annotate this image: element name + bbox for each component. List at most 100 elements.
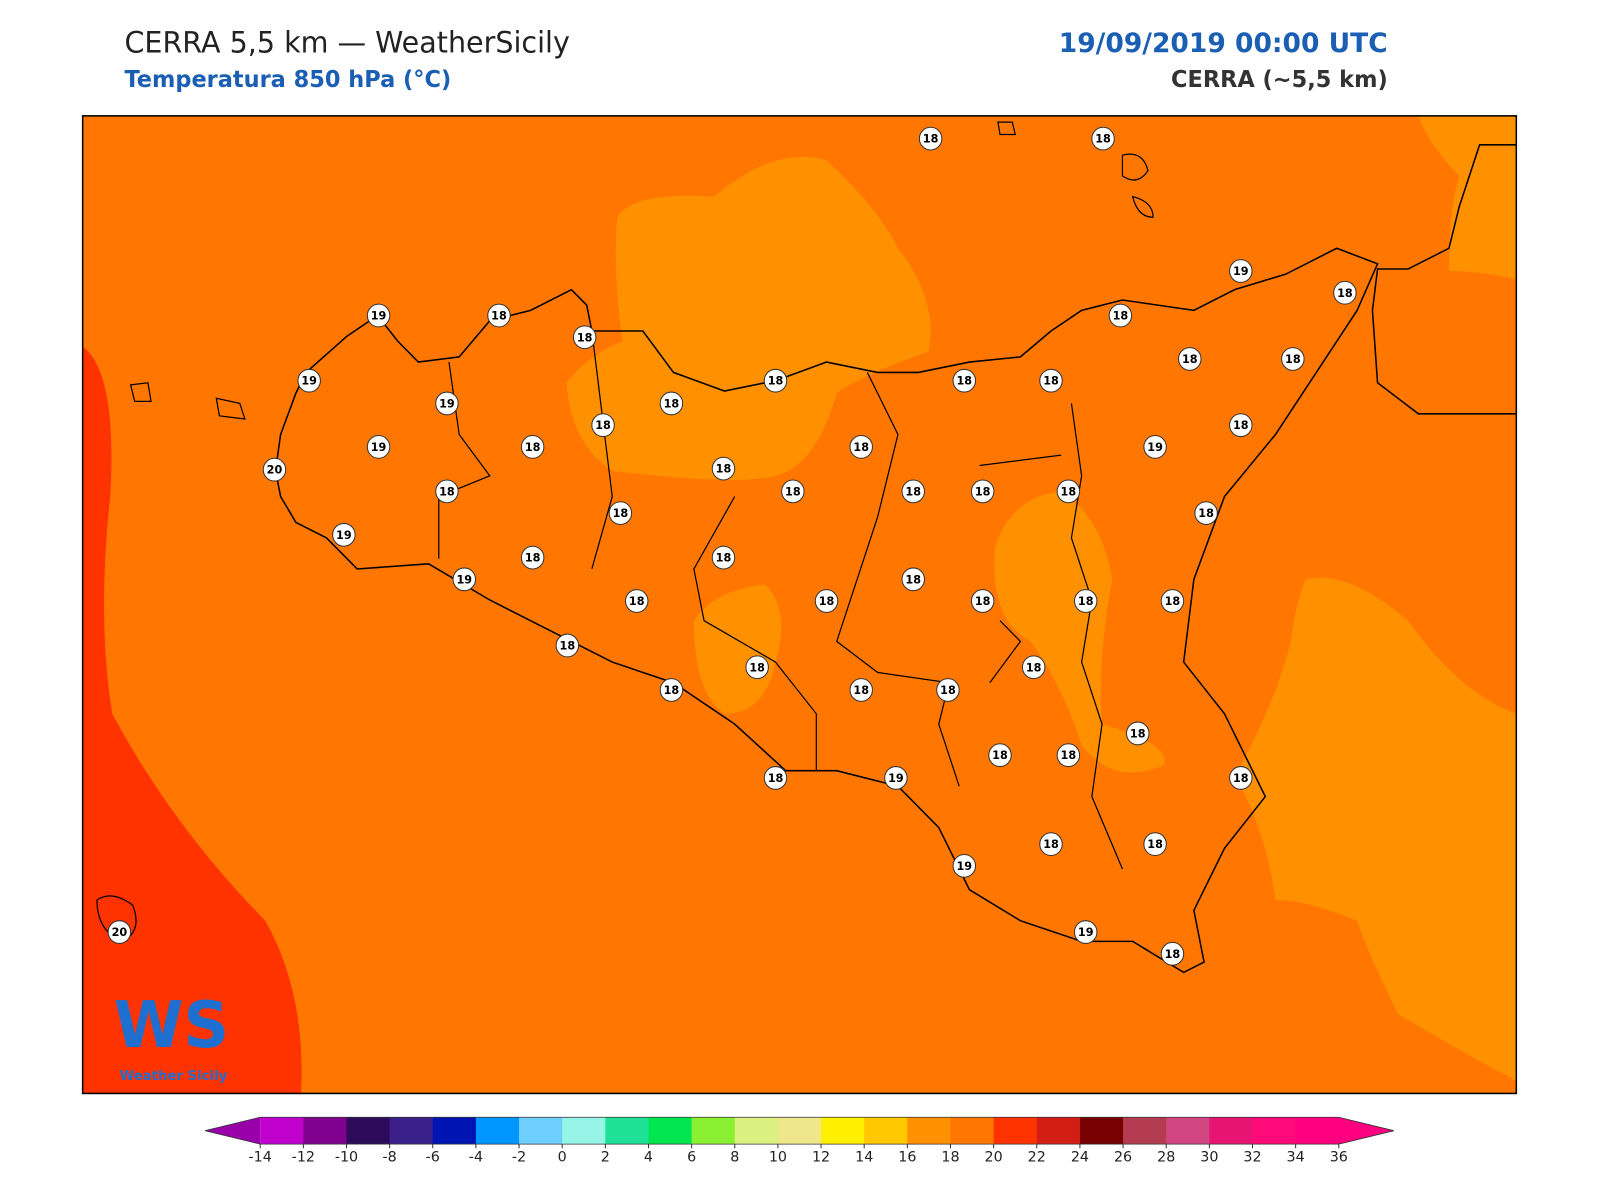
station-value: 18 <box>560 640 576 653</box>
station-value: 18 <box>1165 595 1181 608</box>
station-value: 19 <box>1233 265 1249 278</box>
station-marker <box>849 435 873 459</box>
station-value: 18 <box>768 375 784 388</box>
station-marker <box>452 567 477 592</box>
station-marker <box>901 567 925 592</box>
colorbar-tick-label: -4 <box>469 1150 483 1166</box>
station-value: 18 <box>525 441 541 454</box>
colorbar-bin <box>821 1117 865 1145</box>
station-value: 19 <box>371 310 387 323</box>
station-marker <box>1160 589 1185 613</box>
colorbar-tick-label: 14 <box>855 1150 873 1166</box>
station-value: 18 <box>1026 661 1042 674</box>
station-value: 18 <box>1095 133 1111 146</box>
colorbar-bin <box>1123 1117 1167 1145</box>
colorbar-bin <box>303 1117 347 1145</box>
station-value: 18 <box>595 419 611 432</box>
station-marker <box>625 589 649 613</box>
colorbar-tick-label: 8 <box>730 1150 739 1166</box>
station-value: 18 <box>1285 353 1301 366</box>
station-marker <box>988 743 1012 768</box>
colorbar-under <box>205 1117 261 1145</box>
station-value: 18 <box>923 133 939 146</box>
station-marker <box>1178 347 1202 371</box>
station-value: 18 <box>664 397 680 410</box>
coastline <box>1371 144 1517 415</box>
station-marker <box>332 522 356 547</box>
colorbar-tick-label: 12 <box>812 1150 830 1166</box>
colorbar-bin <box>1079 1117 1124 1145</box>
station-marker <box>572 325 597 350</box>
colorbar-bin <box>734 1117 779 1145</box>
station-marker <box>608 501 633 525</box>
colorbar-tick-label: -2 <box>512 1150 526 1166</box>
station-marker <box>1281 347 1305 371</box>
station-marker <box>952 368 977 393</box>
colorbar-tick-label: -12 <box>292 1150 315 1166</box>
colorbar-tick-label: 4 <box>644 1150 653 1166</box>
station-marker <box>1039 368 1063 393</box>
station-value: 19 <box>439 397 455 410</box>
station-marker <box>520 435 545 459</box>
colorbar-bin <box>389 1117 434 1145</box>
station-marker <box>1108 303 1133 328</box>
colorbar-tick-label: 22 <box>1028 1150 1046 1166</box>
station-value: 18 <box>940 684 956 697</box>
colorbar-bin <box>562 1117 606 1145</box>
field-cool <box>994 491 1165 773</box>
title: CERRA 5,5 km — WeatherSicily <box>124 25 569 59</box>
colorbar-bin <box>260 1117 304 1145</box>
station-marker <box>1073 589 1098 613</box>
island <box>96 121 1154 943</box>
colorbar-bin <box>1209 1117 1254 1145</box>
station-value: 19 <box>956 860 972 873</box>
station-marker <box>711 456 736 481</box>
station-marker <box>366 303 391 328</box>
colorbar-tick-label: -10 <box>335 1150 358 1166</box>
station-marker <box>1160 941 1185 966</box>
station-value: 20 <box>112 926 128 939</box>
station-marker <box>763 368 788 393</box>
coastline <box>274 247 1379 974</box>
colorbar-bin <box>691 1117 736 1145</box>
colorbar-bin <box>605 1117 649 1145</box>
station-marker <box>1333 280 1357 305</box>
station-value: 18 <box>1233 772 1249 785</box>
station-value: 19 <box>371 441 387 454</box>
map-frame <box>81 115 1518 1095</box>
station-marker <box>487 303 511 328</box>
station-marker <box>1091 126 1115 151</box>
station-marker <box>659 391 684 416</box>
colorbar-bin <box>1166 1117 1210 1145</box>
station-marker <box>952 853 977 878</box>
stations: 18 18 19 18 19 18 18 18 19 19 18 18 18 18 18 18 19 18 18 18… <box>107 126 1357 966</box>
station-value: 18 <box>975 595 991 608</box>
colorbar-tick-label: 2 <box>601 1150 610 1166</box>
field-cool <box>566 156 931 480</box>
datetime: 19/09/2019 00:00 UTC <box>1059 28 1388 59</box>
colorbar-bin <box>519 1117 563 1145</box>
station-marker <box>763 766 788 790</box>
colorbar-bin <box>432 1117 477 1145</box>
field-cool <box>1234 577 1517 1082</box>
station-marker <box>849 678 873 702</box>
station-marker <box>1229 259 1253 283</box>
station-value: 18 <box>1182 353 1198 366</box>
station-marker <box>901 479 925 504</box>
colorbar-tick-label: 6 <box>687 1150 696 1166</box>
station-value: 19 <box>1078 926 1094 939</box>
colorbar-bin <box>346 1117 391 1145</box>
station-marker <box>1194 501 1218 525</box>
station-value: 18 <box>992 749 1008 762</box>
station-marker <box>1143 435 1167 459</box>
province-border <box>438 330 1124 870</box>
station-value: 19 <box>888 772 904 785</box>
station-marker <box>297 368 321 393</box>
station-marker <box>1229 413 1253 438</box>
station-value: 18 <box>1198 507 1214 520</box>
station-marker <box>1039 832 1063 857</box>
station-value: 18 <box>905 573 921 586</box>
station-marker <box>107 920 132 944</box>
station-value: 18 <box>1165 948 1181 961</box>
